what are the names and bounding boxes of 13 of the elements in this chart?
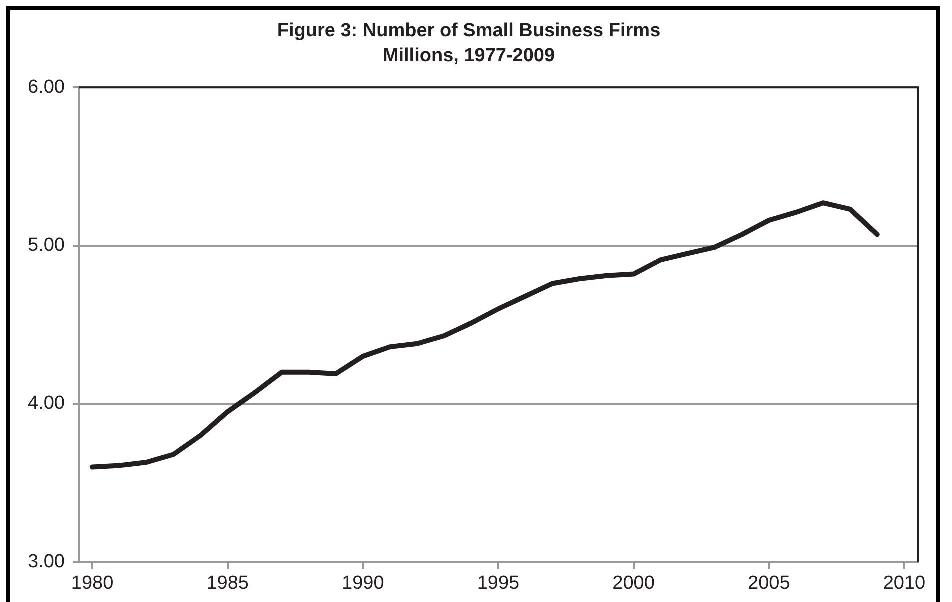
x-tick-label: 2010 [883,572,926,594]
y-tick-label: 5.00 [28,235,65,256]
chart-title: Figure 3: Number of Small Business Firms [277,20,661,42]
y-tick-label: 3.00 [28,551,65,572]
x-tick-label: 1995 [477,572,520,594]
x-tick-label: 1985 [206,572,249,594]
x-tick-label: 1980 [71,572,114,594]
y-tick-label: 6.00 [28,76,65,98]
x-tick-label: 2000 [612,572,655,594]
x-tick-label: 1990 [342,572,384,594]
x-tick-label: 2005 [748,572,790,594]
chart-subtitle: Millions, 1977-2009 [382,45,556,66]
y-tick-label: 4.00 [28,393,65,414]
